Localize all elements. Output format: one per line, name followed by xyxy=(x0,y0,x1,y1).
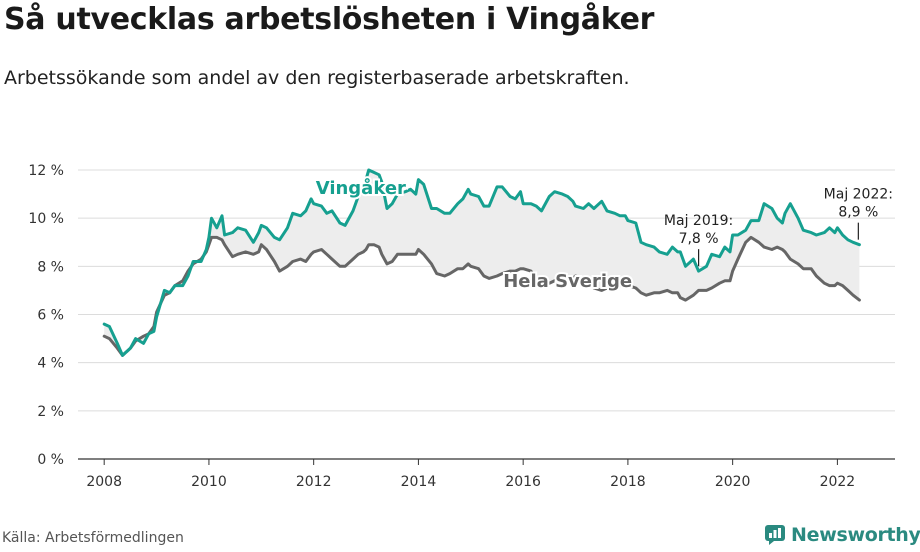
x-tick-label-0: 2008 xyxy=(86,474,122,490)
annotation-value-1: 8,9 % xyxy=(838,205,878,221)
series-label-0: Vingåker xyxy=(316,177,406,199)
x-tick-label-1: 2010 xyxy=(191,474,227,490)
series-line-1 xyxy=(102,235,861,357)
annotation-value-0: 7,8 % xyxy=(679,231,719,247)
y-tick-label-5: 10 % xyxy=(28,211,64,227)
x-tick-label-3: 2014 xyxy=(401,474,437,490)
y-tick-label-6: 12 % xyxy=(28,163,64,179)
difference-band-area xyxy=(104,170,860,356)
y-tick-label-2: 4 % xyxy=(37,356,64,372)
x-tick-label-4: 2016 xyxy=(505,474,541,490)
y-tick-label-4: 8 % xyxy=(37,259,64,275)
brand-name: Newsworthy xyxy=(791,524,920,546)
page-title: Så utvecklas arbetslösheten i Vingåker xyxy=(4,2,655,37)
x-tick-label-5: 2018 xyxy=(610,474,646,490)
page-subtitle: Arbetssökande som andel av den registerb… xyxy=(4,67,630,89)
annotation-label-0: Maj 2019: xyxy=(664,213,733,229)
series-line-0 xyxy=(102,168,861,357)
source-note: Källa: Arbetsförmedlingen xyxy=(2,530,184,546)
annotations: Maj 2019: 7,8 % Maj 2022: 8,9 % xyxy=(664,187,893,267)
y-tick-label-0: 0 % xyxy=(37,452,64,468)
x-tick-label-7: 2022 xyxy=(820,474,856,490)
x-tick-label-2: 2012 xyxy=(296,474,332,490)
brand-logo: Newsworthy xyxy=(764,520,920,550)
annotation-1: Maj 2022: 8,9 % xyxy=(824,187,893,240)
series-label-1: Hela Sverige xyxy=(503,271,632,292)
x-tick-label-6: 2020 xyxy=(715,474,751,490)
y-tick-label-1: 2 % xyxy=(37,404,64,420)
series-labels: Vingåker Hela Sverige xyxy=(314,175,634,294)
series-lines xyxy=(102,168,861,357)
annotation-0: Maj 2019: 7,8 % xyxy=(664,213,733,267)
annotation-label-1: Maj 2022: xyxy=(824,187,893,203)
y-tick-label-3: 6 % xyxy=(37,308,64,324)
chart-bubble-icon xyxy=(765,525,785,545)
axes: 0 % 2 % 4 % 6 % 8 % 10 % 12 % 2008 2010 2012 2014 2… xyxy=(28,163,895,490)
difference-band xyxy=(104,170,860,356)
